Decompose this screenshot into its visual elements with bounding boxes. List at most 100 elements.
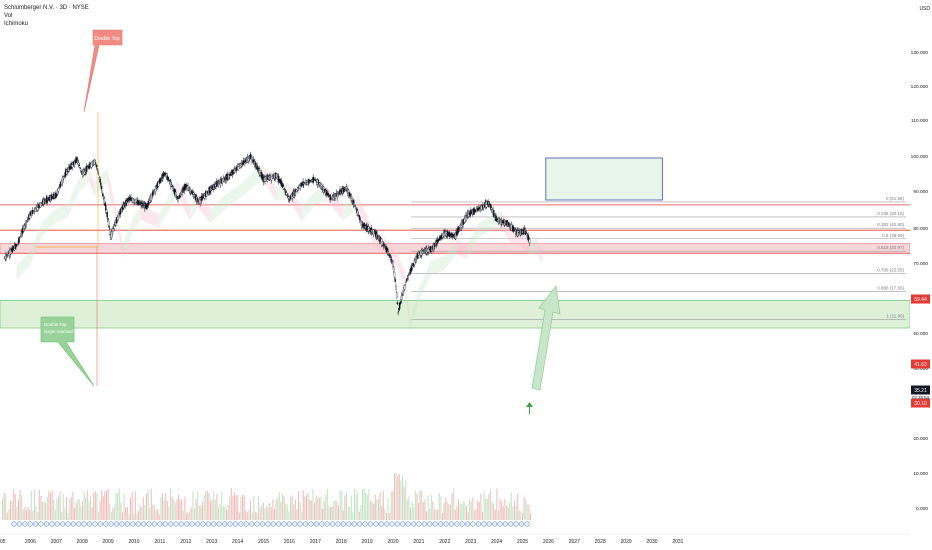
volume-bar — [448, 504, 450, 520]
volume-bar — [93, 493, 95, 520]
volume-bar — [77, 499, 79, 520]
event-marker — [357, 521, 363, 527]
volume-bar — [451, 493, 453, 520]
price-label-2: 35.21 — [914, 388, 927, 394]
volume-bar — [416, 493, 418, 520]
candle-body-324 — [237, 164, 240, 171]
volume-bar — [45, 503, 47, 520]
volume-bar — [230, 488, 232, 520]
fib-label-1: 0.236 (50.15) — [877, 211, 904, 216]
volume-bar — [499, 498, 501, 520]
fib-label-3: 0.5 (36.90) — [882, 233, 904, 238]
volume-bar — [438, 492, 440, 520]
event-marker — [151, 521, 157, 527]
cloud-seg-44 — [529, 238, 538, 255]
volume-bar — [469, 499, 471, 520]
time-tick-2006: 2006 — [25, 539, 36, 545]
volume-bar — [64, 508, 66, 520]
volume-bar — [510, 492, 512, 520]
volume-bar — [66, 497, 67, 520]
volume-bar — [91, 507, 93, 520]
volume-bar — [237, 495, 239, 520]
event-marker — [211, 521, 217, 527]
candle-body-707 — [513, 229, 516, 231]
event-marker — [216, 521, 222, 527]
volume-bar — [430, 494, 432, 520]
event-marker — [319, 521, 325, 527]
volume-bar — [107, 488, 109, 520]
candle-body-558 — [405, 282, 407, 283]
event-marker — [502, 521, 508, 527]
cloud-seg-7 — [89, 167, 95, 196]
cloud-seg-11 — [122, 217, 134, 259]
price-axis-bg — [910, 0, 932, 550]
volume-bar — [34, 489, 35, 520]
candle-body-504 — [366, 225, 368, 230]
cloud-seg-32 — [405, 271, 411, 335]
event-marker — [524, 521, 530, 527]
callout-target-line-2: target reached — [44, 329, 74, 334]
volume-bar — [16, 506, 18, 520]
indicator-ichimoku[interactable]: Ichimoku — [4, 21, 29, 27]
candle-body-545 — [395, 292, 398, 299]
event-marker — [184, 521, 190, 527]
event-marker — [276, 521, 282, 527]
volume-bar — [352, 512, 354, 520]
cloud-seg-21 — [262, 164, 276, 201]
event-marker — [119, 521, 125, 527]
event-marker — [205, 521, 211, 527]
volume-bar — [18, 500, 19, 520]
event-marker — [286, 521, 292, 527]
volume-bar — [349, 506, 351, 520]
candle-body-550 — [399, 301, 402, 305]
volume-bar — [437, 509, 439, 520]
volume-bar — [19, 490, 21, 520]
volume-bar — [290, 497, 291, 520]
volume-bar — [78, 499, 80, 520]
volume-bar — [245, 510, 247, 520]
volume-bar — [280, 501, 282, 520]
volume-bar — [179, 499, 181, 520]
time-tick-2022: 2022 — [439, 539, 450, 545]
event-marker — [11, 521, 17, 527]
volume-bar — [480, 493, 482, 520]
volume-bar — [82, 501, 83, 520]
volume-bar — [341, 490, 343, 520]
volume-bar — [72, 491, 74, 520]
volume-bar — [136, 512, 138, 520]
time-tick-2018: 2018 — [336, 539, 347, 545]
event-marker — [254, 521, 260, 527]
event-marker — [362, 521, 368, 527]
callout-target-line-1: Double Top — [44, 322, 67, 327]
volume-bar — [474, 510, 475, 520]
time-tick-2020: 2020 — [387, 539, 398, 545]
candle-body-131 — [98, 177, 101, 179]
candle-body-541 — [392, 266, 395, 273]
volume-bar — [259, 508, 261, 520]
volume-bar — [462, 501, 464, 520]
volume-bar — [232, 495, 234, 520]
candle-body-82 — [62, 176, 65, 179]
event-marker — [384, 521, 390, 527]
volume-bar — [163, 500, 165, 520]
volume-bar — [312, 488, 314, 520]
volume-bar — [211, 499, 213, 520]
volume-bar — [53, 500, 55, 520]
volume-bar — [141, 507, 143, 520]
volume-bar — [379, 491, 381, 520]
volume-bar — [69, 499, 71, 520]
volume-bar — [501, 501, 503, 520]
symbol-title[interactable]: Schlumberger N.V. · 3D · NYSE — [4, 5, 89, 11]
cloud-seg-26 — [327, 186, 343, 221]
cloud-seg-10 — [114, 202, 123, 259]
cloud-seg-1 — [16, 252, 30, 280]
price-tick: 120.000 — [911, 84, 929, 90]
volume-bar — [421, 490, 423, 520]
indicator-volume[interactable]: Vol — [4, 13, 13, 19]
volume-bar — [10, 500, 11, 520]
volume-bar — [219, 504, 221, 520]
event-marker — [324, 521, 330, 527]
volume-bar — [323, 501, 325, 520]
volume-bar — [408, 496, 410, 520]
